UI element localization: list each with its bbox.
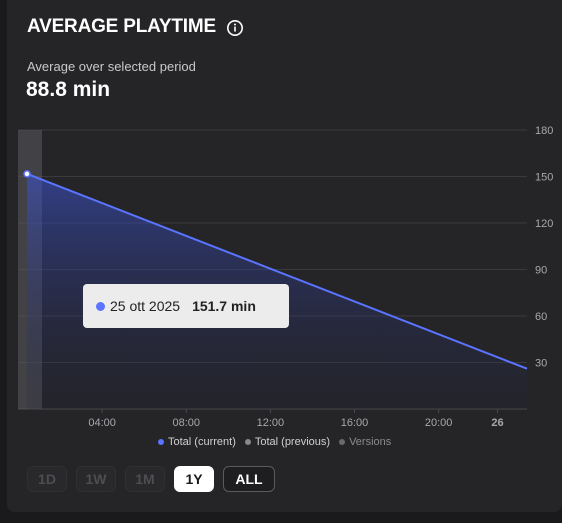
legend-label: Total (current) <box>168 436 236 448</box>
period-subtitle: Average over selected period <box>27 59 196 74</box>
legend-item-versions[interactable]: Versions <box>339 436 391 448</box>
info-circle-icon[interactable] <box>226 19 244 37</box>
y-tick-label: 30 <box>535 358 547 370</box>
tooltip-series-dot <box>96 301 105 311</box>
y-tick-label: 150 <box>535 172 553 184</box>
time-range-selector: 1D 1W 1M 1Y ALL <box>27 466 284 492</box>
data-point-highlighted[interactable] <box>23 170 31 178</box>
range-button-1y[interactable]: 1Y <box>174 466 214 492</box>
y-tick-label: 90 <box>535 265 547 277</box>
y-tick-label: 120 <box>535 218 553 230</box>
range-button-1m[interactable]: 1M <box>125 466 165 492</box>
legend-item-total-previous[interactable]: Total (previous) <box>244 436 331 448</box>
range-button-1w[interactable]: 1W <box>76 466 116 492</box>
x-tick-label: 04:00 <box>88 417 116 429</box>
range-button-1d[interactable]: 1D <box>27 466 67 492</box>
y-tick-label: 180 <box>535 125 553 137</box>
x-tick-label: 08:00 <box>172 417 200 429</box>
legend-dot <box>339 439 346 445</box>
legend-label: Versions <box>349 436 392 448</box>
chart-tooltip: 25 ott 2025 151.7 min <box>83 284 289 328</box>
card-title: AVERAGE PLAYTIME <box>27 16 216 37</box>
x-tick-label: 12:00 <box>257 417 285 429</box>
legend-dot <box>244 439 251 445</box>
tooltip-value: 151.7 min <box>192 298 256 314</box>
legend-label: Total (previous) <box>254 436 331 448</box>
x-tick-label: 16:00 <box>341 417 369 429</box>
x-tick-label: 26 <box>491 417 503 429</box>
chart-legend: Total (current) Total (previous) Version… <box>158 436 400 448</box>
series-line-total-current <box>26 172 528 370</box>
legend-dot <box>158 439 164 445</box>
y-tick-label: 60 <box>535 311 547 323</box>
legend-item-total-current[interactable]: Total (current) <box>158 436 236 448</box>
x-tick-label: 20:00 <box>425 417 453 429</box>
average-value: 88.8 min <box>26 78 111 101</box>
tooltip-date: 25 ott 2025 <box>110 298 181 314</box>
range-button-all[interactable]: ALL <box>223 466 275 492</box>
